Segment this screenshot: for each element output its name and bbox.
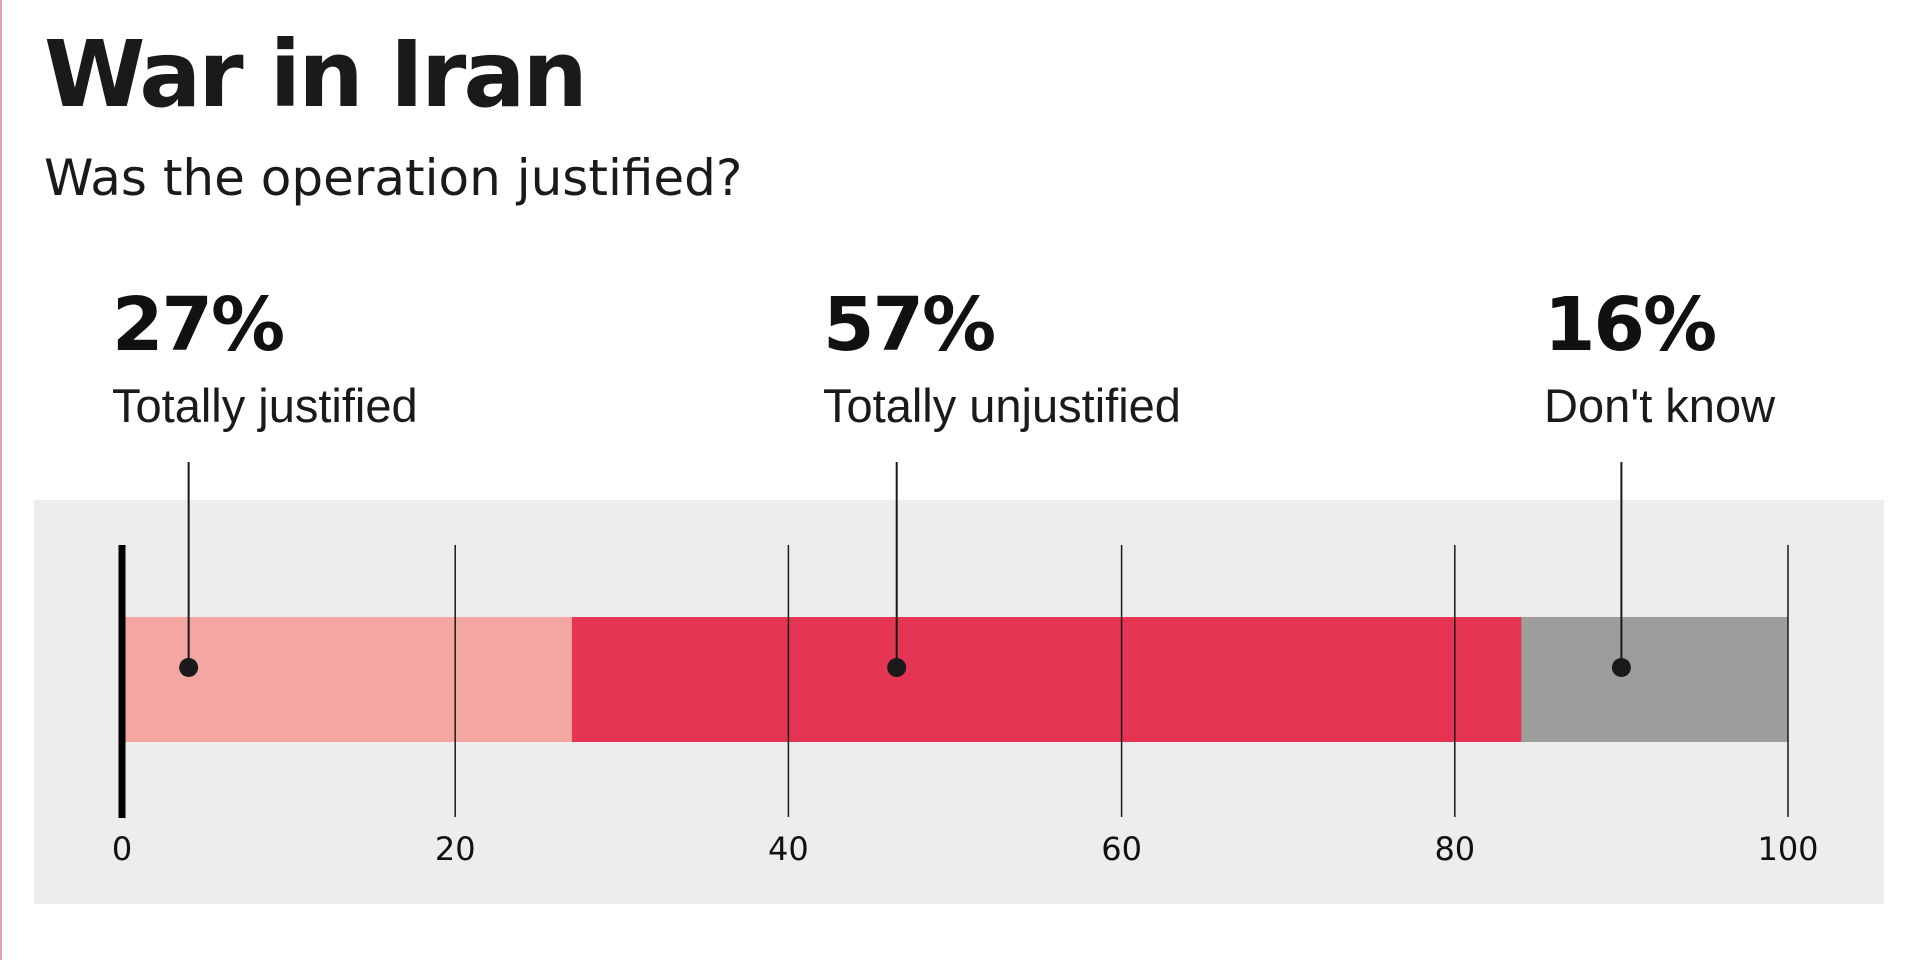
category-label-totally-unjustified: Totally unjustified	[823, 379, 1181, 432]
x-tick-label-40: 40	[768, 830, 809, 868]
value-label-totally-justified: 27%	[112, 282, 285, 368]
chart-title: War in Iran	[44, 21, 588, 128]
category-label-dont-know: Don't know	[1544, 379, 1776, 432]
callout-dot-totally-justified	[179, 658, 199, 677]
x-tick-label-60: 60	[1101, 830, 1142, 868]
callout-totally-unjustified: 57% Totally unjustified	[823, 288, 1181, 429]
bar-segment-totally-unjustified	[571, 617, 1522, 742]
bar-segment-don-t-know	[1521, 617, 1788, 742]
bar-segment-totally-justified	[122, 617, 572, 742]
x-tick-label-100: 100	[1757, 830, 1818, 868]
x-tick-label-0: 0	[112, 830, 132, 868]
callout-dot-don-t-know	[1611, 658, 1631, 677]
callout-dont-know: 16% Don't know	[1544, 288, 1775, 429]
x-tick-label-20: 20	[435, 830, 476, 868]
chart-subtitle: Was the operation justified?	[44, 149, 743, 207]
x-tick-label-80: 80	[1434, 830, 1475, 868]
left-edge-line	[0, 0, 2, 960]
category-label-totally-justified: Totally justified	[112, 379, 418, 432]
callout-totally-justified: 27% Totally justified	[112, 288, 418, 429]
callout-dot-totally-unjustified	[887, 658, 907, 677]
value-label-dont-know: 16%	[1544, 282, 1717, 368]
value-label-totally-unjustified: 57%	[823, 282, 996, 368]
